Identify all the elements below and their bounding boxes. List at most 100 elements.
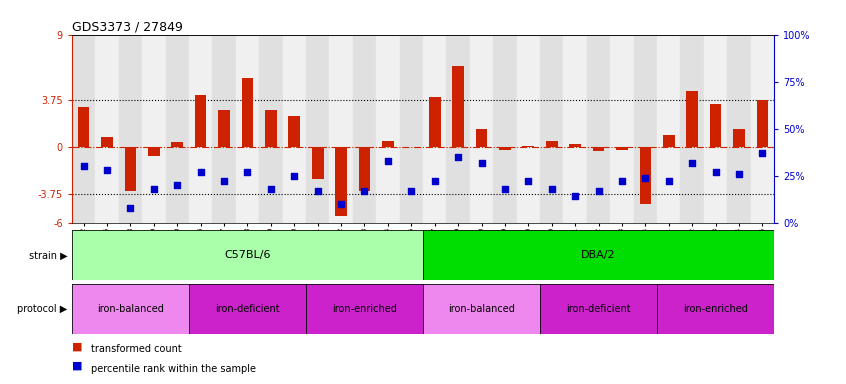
Bar	[686, 91, 698, 147]
Text: iron-enriched: iron-enriched	[683, 304, 748, 314]
Bar	[657, 284, 774, 334]
Bar	[172, 142, 183, 147]
Bar	[517, 35, 540, 223]
Text: iron-balanced: iron-balanced	[97, 304, 164, 314]
Bar	[728, 35, 750, 223]
Bar	[72, 35, 96, 223]
Bar	[540, 35, 563, 223]
Bar	[283, 35, 306, 223]
Bar	[663, 135, 674, 147]
Bar	[312, 147, 323, 179]
Bar	[546, 141, 558, 147]
Point	[591, 188, 605, 194]
Point	[381, 157, 394, 164]
Bar	[756, 100, 768, 147]
Bar	[189, 284, 306, 334]
Text: C57BL/6: C57BL/6	[224, 250, 271, 260]
Point	[404, 188, 418, 194]
Point	[498, 186, 512, 192]
Text: iron-deficient: iron-deficient	[566, 304, 631, 314]
Bar	[499, 147, 511, 150]
Bar	[616, 147, 628, 150]
Point	[475, 159, 488, 166]
Bar	[124, 147, 136, 191]
Bar	[634, 35, 657, 223]
Point	[311, 188, 325, 194]
Point	[709, 169, 722, 175]
Bar	[447, 35, 470, 223]
Text: strain ▶: strain ▶	[29, 250, 68, 260]
Bar	[72, 230, 423, 280]
Text: iron-deficient: iron-deficient	[215, 304, 280, 314]
Bar	[493, 35, 517, 223]
Bar	[376, 35, 399, 223]
Bar	[610, 35, 634, 223]
Bar	[329, 35, 353, 223]
Text: iron-balanced: iron-balanced	[448, 304, 515, 314]
Bar	[423, 230, 774, 280]
Point	[452, 154, 465, 160]
Point	[662, 178, 675, 184]
Bar	[453, 66, 464, 147]
Text: DBA/2: DBA/2	[581, 250, 616, 260]
Point	[170, 182, 184, 188]
Bar	[657, 35, 680, 223]
Bar	[195, 95, 206, 147]
Bar	[259, 35, 283, 223]
Text: ■: ■	[72, 361, 86, 371]
Bar	[710, 104, 722, 147]
Text: ■: ■	[72, 341, 86, 351]
Bar	[429, 97, 441, 147]
Bar	[335, 147, 347, 217]
Bar	[750, 35, 774, 223]
Bar	[353, 35, 376, 223]
Bar	[306, 284, 423, 334]
Bar	[640, 147, 651, 204]
Bar	[142, 35, 166, 223]
Bar	[593, 147, 604, 151]
Bar	[242, 78, 253, 147]
Point	[755, 150, 769, 156]
Bar	[569, 144, 581, 147]
Point	[569, 193, 582, 199]
Point	[100, 167, 113, 173]
Point	[733, 171, 746, 177]
Point	[358, 188, 371, 194]
Bar	[382, 141, 393, 147]
Bar	[288, 116, 300, 147]
Bar	[148, 147, 160, 156]
Point	[264, 186, 277, 192]
Bar	[540, 284, 657, 334]
Bar	[78, 107, 90, 147]
Point	[147, 186, 161, 192]
Point	[124, 205, 137, 211]
Point	[521, 178, 536, 184]
Bar	[218, 110, 230, 147]
Point	[545, 186, 558, 192]
Bar	[399, 35, 423, 223]
Text: transformed count: transformed count	[91, 344, 181, 354]
Bar	[475, 129, 487, 147]
Bar	[587, 35, 610, 223]
Point	[428, 178, 442, 184]
Bar	[359, 147, 371, 191]
Bar	[166, 35, 189, 223]
Bar	[189, 35, 212, 223]
Point	[288, 173, 301, 179]
Bar	[423, 284, 540, 334]
Bar	[72, 284, 189, 334]
Bar	[102, 137, 113, 147]
Text: protocol ▶: protocol ▶	[18, 304, 68, 314]
Text: GDS3373 / 27849: GDS3373 / 27849	[72, 20, 183, 33]
Point	[685, 159, 699, 166]
Bar	[704, 35, 728, 223]
Bar	[680, 35, 704, 223]
Bar	[118, 35, 142, 223]
Point	[334, 201, 348, 207]
Point	[194, 169, 207, 175]
Text: percentile rank within the sample: percentile rank within the sample	[91, 364, 255, 374]
Point	[615, 178, 629, 184]
Bar	[470, 35, 493, 223]
Bar	[212, 35, 236, 223]
Text: iron-enriched: iron-enriched	[332, 304, 397, 314]
